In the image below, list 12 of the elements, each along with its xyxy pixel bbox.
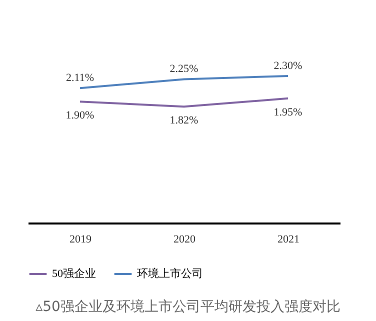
legend-label: 环境上市公司 xyxy=(137,267,203,280)
data-label: 2.11% xyxy=(66,72,94,84)
x-tick-label: 2020 xyxy=(174,234,196,246)
data-label: 1.95% xyxy=(274,106,302,118)
data-label: 1.90% xyxy=(66,110,94,122)
text: ▵50强企业及环境上市公司平均研发投入强度对比 xyxy=(34,298,342,316)
data-label: 2.30% xyxy=(274,60,302,72)
data-label: 2.25% xyxy=(170,63,198,76)
x-tick-label: 2021 xyxy=(278,234,300,246)
data-label: 1.82% xyxy=(170,114,198,127)
x-tick-label: 2019 xyxy=(70,234,92,246)
legend-label: 50强企业 xyxy=(52,267,96,280)
